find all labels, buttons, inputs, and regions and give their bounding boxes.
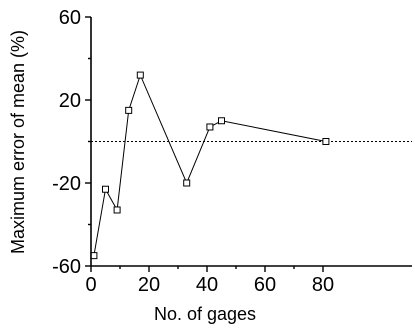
data-point-marker — [218, 117, 225, 125]
x-tick-label: 20 — [138, 274, 160, 296]
data-point-marker — [183, 179, 191, 187]
data-point-marker — [90, 252, 98, 260]
plot-area — [90, 71, 412, 260]
y-ticks: -60 -20 20 60 — [52, 7, 91, 278]
y-tick-label: 60 — [59, 7, 81, 29]
data-point-marker — [206, 123, 214, 131]
y-tick-label: -60 — [52, 256, 81, 278]
data-point-marker — [322, 138, 330, 145]
y-axis-label: Maximum error of mean (%) — [8, 30, 28, 254]
x-tick-label: 40 — [196, 274, 218, 296]
x-tick-label: 0 — [85, 274, 96, 296]
x-axis-label: No. of gages — [154, 304, 256, 324]
x-ticks: 0 20 40 60 80 — [85, 266, 334, 296]
y-tick-label: -20 — [52, 173, 81, 195]
data-point-marker — [125, 106, 133, 114]
series-line — [93, 73, 326, 256]
data-point-marker — [113, 206, 121, 214]
y-tick-label: 20 — [59, 90, 81, 112]
data-point-marker — [136, 71, 144, 79]
x-tick-label: 60 — [254, 274, 276, 296]
data-point-marker — [102, 185, 109, 193]
x-tick-label: 80 — [312, 274, 334, 296]
